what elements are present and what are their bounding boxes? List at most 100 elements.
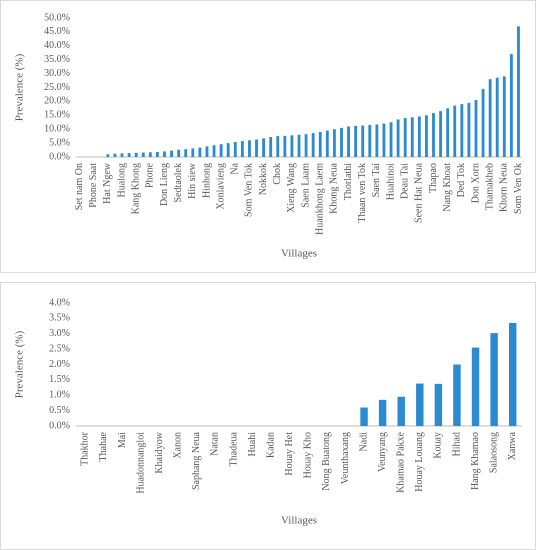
x-tick-label: Khorn Neua xyxy=(499,162,510,212)
bar xyxy=(262,138,266,157)
bar xyxy=(460,104,464,157)
bar xyxy=(226,143,230,157)
bar xyxy=(378,399,387,426)
bar xyxy=(184,149,188,157)
x-tick-label: Hinhong xyxy=(201,163,212,198)
y-axis-title: Prevalence (%) xyxy=(14,330,26,398)
y-tick-label: 2.5% xyxy=(49,343,70,354)
x-tick-label: Saphang Neua xyxy=(191,431,202,490)
bar xyxy=(453,364,461,426)
x-tick-label: Hin siew xyxy=(187,162,198,199)
x-tick-label: Don Xorn xyxy=(470,163,481,203)
bar xyxy=(134,152,138,157)
y-tick-label: 5.0% xyxy=(49,137,70,148)
x-tick-label: Thapao xyxy=(428,163,439,193)
y-tick-label: 35.0% xyxy=(44,54,70,65)
bar xyxy=(283,135,287,157)
x-axis-title: Villages xyxy=(281,515,317,527)
x-tick-label: Natan xyxy=(210,432,221,456)
bar xyxy=(389,122,393,157)
y-axis-title: Prevalence (%) xyxy=(14,53,26,121)
bar xyxy=(219,144,223,157)
y-tick-label: 3.0% xyxy=(49,328,70,339)
bar xyxy=(517,26,520,158)
y-tick-label: 0.0% xyxy=(49,420,70,431)
x-tick-label: Seen Hat Neua xyxy=(414,162,425,223)
bar xyxy=(177,149,181,157)
bar xyxy=(248,140,251,157)
bar xyxy=(439,111,443,157)
x-tick-label: Na xyxy=(230,162,241,174)
x-tick-label: Nadi xyxy=(358,432,369,452)
x-tick-label: Chok xyxy=(272,163,283,185)
bar xyxy=(233,141,237,157)
bar xyxy=(191,148,195,157)
bar xyxy=(434,383,443,426)
y-tick-label: 1.5% xyxy=(49,374,70,385)
x-tick-label: Don Lieng xyxy=(159,163,170,206)
y-tick-label: 3.5% xyxy=(49,313,70,324)
bar xyxy=(416,383,424,426)
x-tick-label: Thorlathi xyxy=(343,163,354,200)
bar xyxy=(205,146,209,157)
x-tick-label: Phone Saat xyxy=(88,163,99,208)
x-tick-label: Huahinoi xyxy=(385,163,396,200)
x-tick-label: Thamakheb xyxy=(484,163,495,210)
bar xyxy=(397,396,405,426)
x-tick-label: Houay Het xyxy=(284,432,295,476)
bar xyxy=(410,117,414,157)
x-tick-label: Veunyang xyxy=(377,432,388,472)
y-tick-label: 15.0% xyxy=(44,110,70,121)
bar xyxy=(403,118,407,157)
bar xyxy=(508,322,517,426)
y-tick-label: 30.0% xyxy=(44,68,70,79)
bar xyxy=(325,130,329,157)
x-tick-label: Saen Tai xyxy=(371,163,382,198)
x-tick-label: Thadeua xyxy=(228,431,239,466)
bar xyxy=(255,139,258,157)
x-tick-label: Khaidyow xyxy=(154,431,165,473)
x-tick-label: Sedtaolek xyxy=(173,163,184,202)
bar xyxy=(502,76,506,157)
y-tick-label: 10.0% xyxy=(44,123,70,134)
x-tick-label: Phone xyxy=(145,162,156,188)
x-tick-label: Khamao Pakxe xyxy=(396,431,407,492)
bar xyxy=(490,333,498,426)
x-tick-label: Set nam On xyxy=(74,163,85,210)
y-tick-label: 1.0% xyxy=(49,390,70,401)
bar xyxy=(360,407,368,426)
x-tick-label: Ded Tok xyxy=(456,163,467,197)
bar xyxy=(170,150,173,157)
x-tick-label: Thakhor xyxy=(80,431,91,466)
bar xyxy=(332,129,336,157)
x-tick-label: Som Ven Ok xyxy=(513,163,524,214)
bar xyxy=(106,154,110,157)
x-tick-label: Mai xyxy=(117,432,128,448)
bar xyxy=(467,102,471,157)
x-tick-label: Houay Kho xyxy=(303,432,314,478)
y-tick-label: 2.0% xyxy=(49,359,70,370)
bar xyxy=(311,133,315,157)
bar xyxy=(361,125,365,157)
bar xyxy=(495,77,499,157)
x-tick-label: Huankhong Laem xyxy=(315,163,326,235)
x-tick-label: Thaan ven Tok xyxy=(357,163,368,223)
x-tick-label: Huadonnangloi xyxy=(135,432,146,494)
x-tick-label: Veunthaxang xyxy=(340,432,351,484)
x-tick-label: Kang Khong xyxy=(130,163,141,214)
x-tick-label: Nokkok xyxy=(258,163,269,195)
bar xyxy=(432,113,435,157)
bar xyxy=(425,115,428,157)
x-tick-label: Deau Tai xyxy=(399,163,410,199)
y-tick-label: 20.0% xyxy=(44,96,70,107)
bar xyxy=(127,153,131,157)
bar xyxy=(155,151,159,157)
bar xyxy=(163,151,166,157)
x-tick-label: Salaosong xyxy=(488,432,499,473)
y-tick-label: 0.0% xyxy=(49,151,70,162)
x-tick-label: Nang Khoat xyxy=(442,163,453,212)
x-tick-label: Hihad xyxy=(451,432,462,456)
bar xyxy=(240,141,244,157)
bar xyxy=(290,135,294,157)
